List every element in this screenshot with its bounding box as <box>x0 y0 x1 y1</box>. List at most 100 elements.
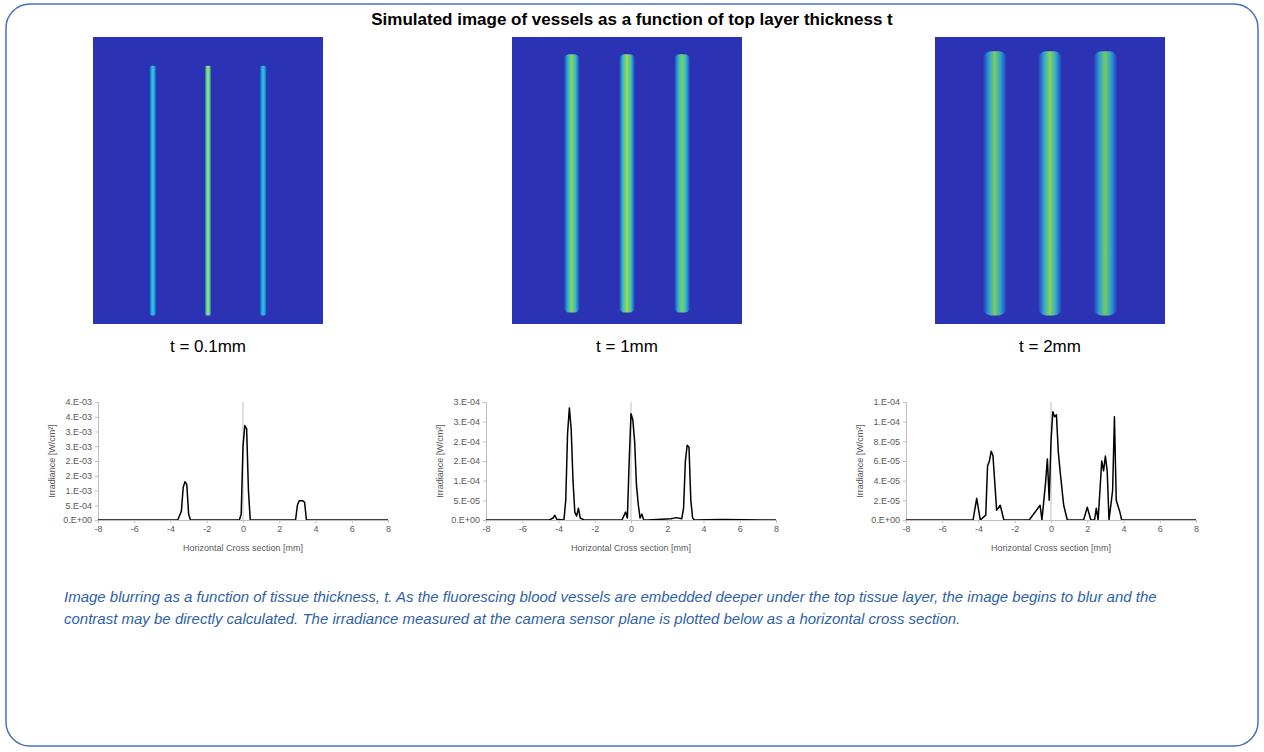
y-tick-label: 0.E+00 <box>63 515 92 525</box>
y-tick-mark <box>483 461 486 462</box>
x-tick: 0 <box>1049 520 1054 534</box>
cross-section-line <box>98 426 388 520</box>
x-tick-mark <box>279 520 280 523</box>
x-tick-label: -2 <box>203 524 211 534</box>
image-background <box>512 37 742 324</box>
y-tick: 0.E+00 <box>871 515 906 525</box>
image-background <box>93 37 323 324</box>
simulated-image <box>935 37 1165 324</box>
vessel-stripe <box>564 54 580 312</box>
x-tick-mark <box>1124 520 1125 523</box>
x-tick-label: -6 <box>939 524 947 534</box>
x-tick-label: 0 <box>629 524 634 534</box>
y-tick: 0.E+00 <box>63 515 98 525</box>
x-tick-label: -6 <box>131 524 139 534</box>
y-tick-label: 3.E-03 <box>65 442 92 452</box>
x-axis-line <box>99 521 389 524</box>
y-tick: 2.E-03 <box>65 471 98 481</box>
x-tick: -2 <box>1011 520 1019 534</box>
y-tick: 4.E-03 <box>65 412 98 422</box>
y-tick: 0.E+00 <box>451 515 486 525</box>
vessel-stripe <box>260 66 267 316</box>
x-tick-label: 6 <box>738 524 743 534</box>
x-tick-mark <box>979 520 980 523</box>
plot-area <box>486 408 776 520</box>
chart: 0.E+005.E-041.E-032.E-032.E-033.E-033.E-… <box>47 397 391 553</box>
y-tick-mark <box>95 446 98 447</box>
x-tick: 0 <box>629 520 634 534</box>
cross-section-line <box>486 408 776 520</box>
x-tick-mark <box>631 520 632 523</box>
x-tick-mark <box>316 520 317 523</box>
y-tick-label: 3.E-03 <box>65 427 92 437</box>
x-tick-label: -2 <box>591 524 599 534</box>
y-tick-label: 1.E-04 <box>453 476 480 486</box>
x-tick-mark <box>171 520 172 523</box>
y-tick: 3.E-04 <box>453 417 486 427</box>
x-tick: 8 <box>1194 520 1199 534</box>
simulated-image <box>93 37 323 324</box>
y-tick-mark <box>483 402 486 403</box>
x-tick: 4 <box>701 520 706 534</box>
x-tick-mark <box>667 520 668 523</box>
y-tick-mark <box>95 417 98 418</box>
y-tick: 2.E-04 <box>453 437 486 447</box>
y-tick-mark <box>95 491 98 492</box>
x-tick-mark <box>388 520 389 523</box>
x-tick: -8 <box>482 520 490 534</box>
x-axis-title: Horizontal Cross section [mm] <box>571 543 691 553</box>
y-axis-title: Irradiance [W/cm²] <box>47 424 57 498</box>
x-tick-label: 4 <box>1121 524 1126 534</box>
x-tick: -2 <box>203 520 211 534</box>
x-tick-mark <box>1196 520 1197 523</box>
y-tick-label: 2.E-05 <box>873 496 900 506</box>
x-axis: -8-6-4-202468 <box>94 520 391 534</box>
x-tick: 0 <box>241 520 246 534</box>
x-tick-label: 2 <box>277 524 282 534</box>
y-tick-mark <box>903 520 906 521</box>
x-tick: 6 <box>350 520 355 534</box>
y-tick: 1.E-03 <box>65 486 98 496</box>
y-tick: 1.E-04 <box>873 417 906 427</box>
x-tick: 2 <box>277 520 282 534</box>
x-tick-mark <box>740 520 741 523</box>
y-tick-label: 4.E-03 <box>65 397 92 407</box>
y-tick: 4.E-03 <box>65 397 98 407</box>
x-tick-mark <box>1160 520 1161 523</box>
x-axis-line <box>487 521 777 524</box>
x-tick: -4 <box>555 520 563 534</box>
y-tick-label: 2.E-04 <box>453 437 480 447</box>
image-label: t = 2mm <box>1019 337 1081 356</box>
y-tick-label: 2.E-03 <box>65 471 92 481</box>
y-tick-mark <box>95 520 98 521</box>
y-tick-label: 0.E+00 <box>871 515 900 525</box>
vessel-stripe <box>205 66 212 316</box>
vessel-stripe <box>983 51 1007 315</box>
y-tick-mark <box>483 500 486 501</box>
x-axis: -8-6-4-202468 <box>902 520 1199 534</box>
y-tick: 3.E-03 <box>65 427 98 437</box>
caption: Image blurring as a function of tissue t… <box>64 588 1157 627</box>
x-tick-mark <box>1051 520 1052 523</box>
x-tick-label: -8 <box>482 524 490 534</box>
y-tick: 2.E-05 <box>873 496 906 506</box>
x-tick-mark <box>1015 520 1016 523</box>
x-tick: -6 <box>519 520 527 534</box>
chart: 0.E+002.E-054.E-056.E-058.E-051.E-041.E-… <box>855 397 1199 553</box>
y-tick-mark <box>903 481 906 482</box>
figure: Simulated image of vessels as a function… <box>0 0 1264 752</box>
plot-area <box>98 426 388 520</box>
y-tick: 1.E-04 <box>453 476 486 486</box>
x-tick-label: -4 <box>555 524 563 534</box>
x-tick: -6 <box>939 520 947 534</box>
y-tick: 6.E-05 <box>873 456 906 466</box>
x-tick-mark <box>134 520 135 523</box>
x-tick: -2 <box>591 520 599 534</box>
y-tick-label: 1.E-04 <box>873 397 900 407</box>
y-tick-label: 3.E-04 <box>453 397 480 407</box>
y-tick-mark <box>95 505 98 506</box>
x-tick-mark <box>352 520 353 523</box>
x-tick-label: -4 <box>975 524 983 534</box>
x-tick: 4 <box>313 520 318 534</box>
y-tick: 5.E-05 <box>453 496 486 506</box>
